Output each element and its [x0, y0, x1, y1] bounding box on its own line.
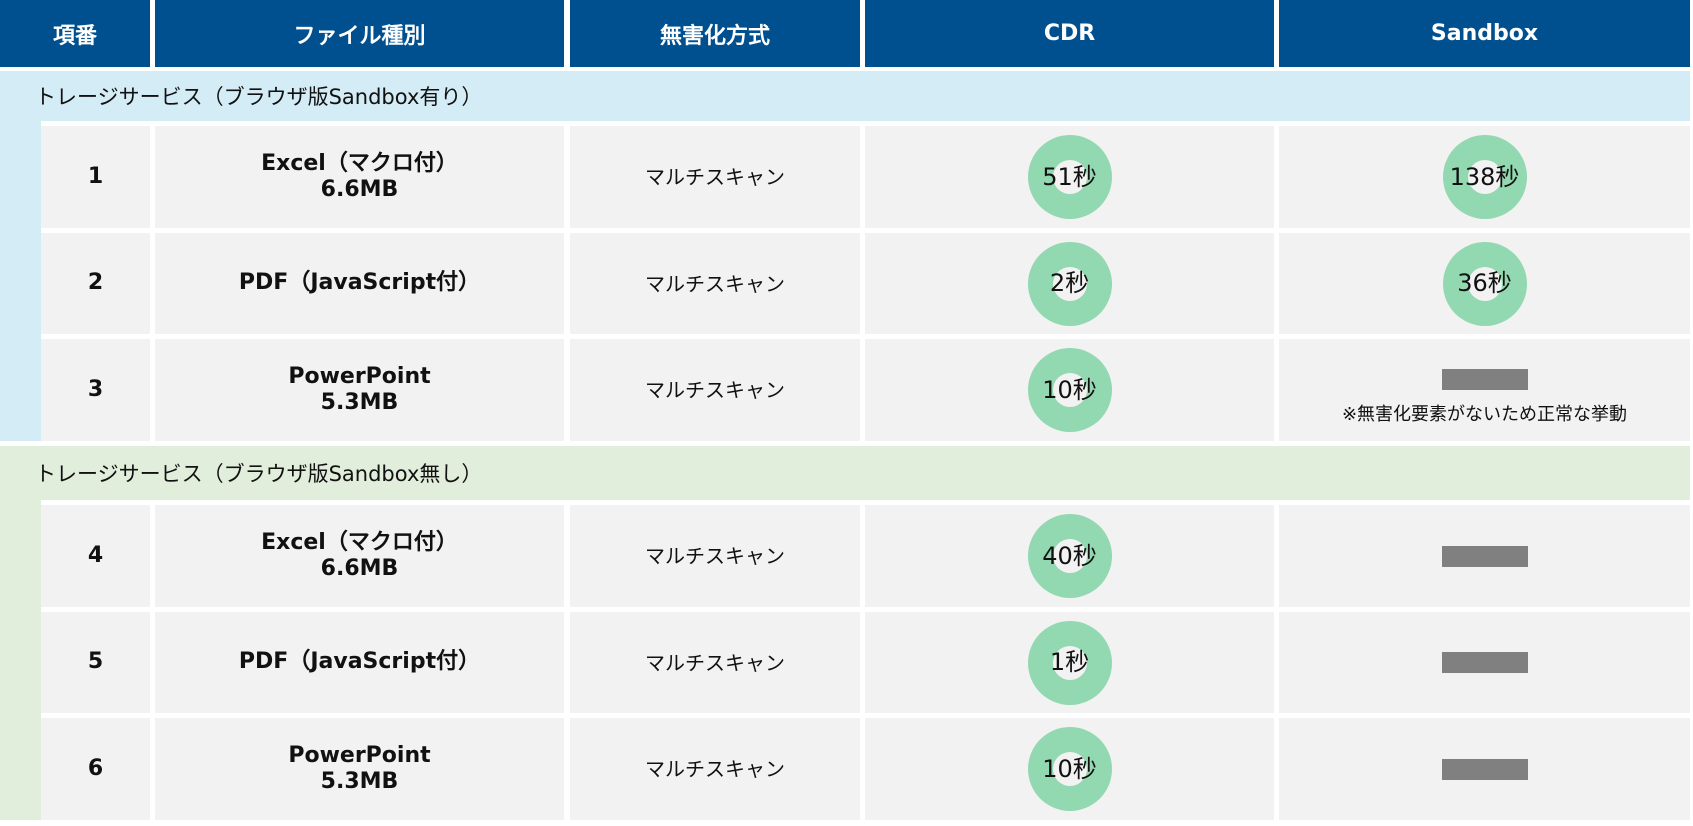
file-type-cell: Excel（マクロ付） 6.6MB: [155, 505, 564, 607]
method-cell: マルチスキャン: [570, 718, 860, 820]
item-number-cell: 1: [41, 126, 150, 228]
file-size: 5.3MB: [320, 390, 399, 415]
header-cell: CDR: [865, 0, 1274, 67]
not-applicable-dash: [1441, 545, 1528, 567]
cdr-time-badge: 1秒: [1027, 620, 1112, 705]
method-cell: マルチスキャン: [570, 505, 860, 607]
cdr-time: 10秒: [1042, 375, 1097, 404]
sandbox-cell: [1279, 612, 1690, 713]
item-number-cell: 2: [41, 233, 150, 334]
not-applicable-dash: [1441, 368, 1528, 390]
sandbox-time-badge: 36秒: [1442, 241, 1527, 326]
method-cell: マルチスキャン: [570, 612, 860, 713]
item-number: 1: [87, 163, 104, 189]
sandbox-cell: [1279, 505, 1690, 607]
sandbox-time: 36秒: [1457, 269, 1512, 298]
method: マルチスキャン: [645, 650, 785, 675]
cdr-cell: 10秒: [865, 718, 1274, 820]
item-number: 3: [87, 376, 104, 402]
file-type-cell: PDF（JavaScript付）: [155, 233, 564, 334]
sandbox-cell: 138秒: [1279, 126, 1690, 228]
file-size: 6.6MB: [320, 556, 399, 581]
section-indent-strip: [0, 71, 41, 441]
cdr-time-badge: 2秒: [1027, 241, 1112, 326]
method: マルチスキャン: [645, 378, 785, 402]
sandbox-cell: [1279, 718, 1690, 820]
cdr-time: 1秒: [1049, 648, 1090, 677]
cdr-time: 2秒: [1049, 269, 1090, 298]
method-cell: マルチスキャン: [570, 339, 860, 441]
item-number-cell: 3: [41, 339, 150, 441]
cdr-time-badge: 10秒: [1027, 348, 1112, 432]
item-number: 5: [87, 649, 104, 675]
section-indent-strip: [0, 446, 41, 820]
section-header: ストレージサービス（ブラウザ版Sandbox有り）: [0, 71, 1690, 121]
item-number: 2: [87, 270, 104, 296]
method: マルチスキャン: [645, 544, 785, 568]
method: マルチスキャン: [645, 757, 785, 781]
item-number-cell: 6: [41, 718, 150, 820]
file-type: Excel（マクロ付）: [261, 150, 458, 176]
method: マルチスキャン: [645, 165, 785, 189]
file-type: PowerPoint: [288, 363, 431, 389]
file-type-cell: PowerPoint 5.3MB: [155, 718, 564, 820]
header-cell: Sandbox: [1279, 0, 1690, 67]
file-type: PDF（JavaScript付）: [238, 649, 481, 675]
cdr-time-badge: 40秒: [1027, 514, 1112, 598]
file-size: 6.6MB: [320, 177, 399, 202]
cdr-time: 51秒: [1042, 162, 1097, 191]
method: マルチスキャン: [645, 271, 785, 296]
cdr-cell: 1秒: [865, 612, 1274, 713]
cdr-cell: 51秒: [865, 126, 1274, 228]
sandbox-note: ※無害化要素がないため正常な挙動: [1341, 403, 1628, 425]
cdr-time: 40秒: [1042, 541, 1097, 570]
file-type: Excel（マクロ付）: [261, 529, 458, 555]
not-applicable-dash: [1441, 758, 1528, 780]
item-number: 4: [87, 542, 104, 568]
item-number: 6: [87, 755, 104, 781]
file-type-cell: PowerPoint 5.3MB: [155, 339, 564, 441]
cdr-time: 10秒: [1042, 754, 1097, 783]
cdr-time-badge: 10秒: [1027, 727, 1112, 811]
file-type: PowerPoint: [288, 742, 431, 768]
file-type: PDF（JavaScript付）: [238, 270, 481, 296]
file-size: 5.3MB: [320, 769, 399, 794]
cdr-cell: 2秒: [865, 233, 1274, 334]
cdr-cell: 10秒: [865, 339, 1274, 441]
cdr-cell: 40秒: [865, 505, 1274, 607]
sandbox-cell: 36秒: [1279, 233, 1690, 334]
header-cell: 無害化方式: [570, 0, 860, 67]
item-number-cell: 4: [41, 505, 150, 607]
sandbox-time: 138秒: [1449, 162, 1520, 191]
file-type-cell: Excel（マクロ付） 6.6MB: [155, 126, 564, 228]
not-applicable-dash: [1441, 652, 1528, 673]
sandbox-cell: ※無害化要素がないため正常な挙動: [1279, 339, 1690, 441]
file-type-cell: PDF（JavaScript付）: [155, 612, 564, 713]
header-cell: 項番: [0, 0, 150, 67]
sandbox-time-badge: 138秒: [1442, 135, 1527, 219]
item-number-cell: 5: [41, 612, 150, 713]
method-cell: マルチスキャン: [570, 126, 860, 228]
header-cell: ファイル種別: [155, 0, 564, 67]
section-header: ストレージサービス（ブラウザ版Sandbox無し）: [0, 446, 1690, 500]
method-cell: マルチスキャン: [570, 233, 860, 334]
cdr-time-badge: 51秒: [1027, 135, 1112, 219]
